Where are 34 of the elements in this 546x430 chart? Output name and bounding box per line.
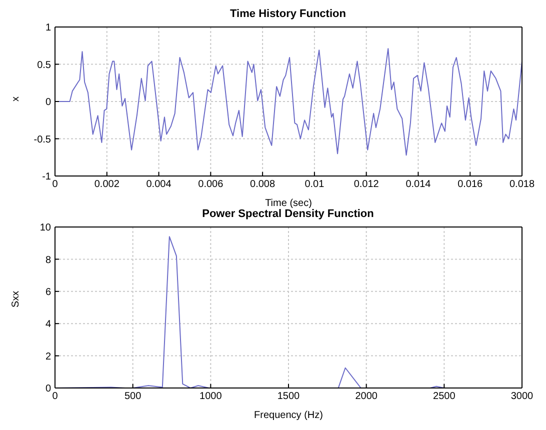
x-tick-label: 0.006	[198, 179, 224, 190]
x-tick-label: 0.004	[146, 179, 172, 190]
x-tick-label: 0.018	[509, 179, 535, 190]
x-axis-title: Frequency (Hz)	[254, 410, 323, 421]
x-tick-label: 0.016	[458, 179, 484, 190]
x-tick-label: 0.012	[354, 179, 380, 190]
x-tick-label: 1500	[277, 391, 300, 402]
x-tick-label: 3000	[510, 391, 534, 402]
y-tick-label: 0	[45, 384, 52, 395]
chart-title: Power Spectral Density Function	[201, 208, 375, 222]
x-tick-label: 0	[52, 391, 58, 402]
x-tick-label: 500	[124, 391, 142, 402]
y-tick-label: 2	[45, 351, 52, 362]
y-tick-label: -0.5	[34, 134, 52, 146]
x-tick-label: 0.002	[94, 179, 120, 190]
chart-title: Time History Function	[229, 8, 347, 22]
x-tick-label: 2000	[355, 391, 378, 402]
x-tick-label: 0.01	[304, 179, 325, 190]
y-axis-title: Sxx	[10, 290, 22, 308]
y-tick-label: 8	[45, 254, 52, 266]
x-axis-title: Time (sec)	[265, 198, 312, 209]
x-tick-label: 1000	[200, 391, 222, 402]
y-tick-label: -1	[42, 172, 52, 183]
y-tick-label: 0.5	[37, 60, 52, 71]
y-tick-label: 0	[45, 97, 52, 108]
y-tick-label: 6	[45, 286, 52, 298]
x-tick-label: 0	[52, 179, 58, 190]
y-tick-label: 1	[45, 22, 52, 34]
x-tick-label: 2500	[433, 391, 456, 402]
x-tick-label: 0.014	[406, 179, 432, 190]
y-tick-label: 10	[40, 222, 52, 234]
x-tick-label: 0.008	[250, 179, 276, 190]
y-tick-label: 4	[45, 319, 52, 330]
y-axis-title: x	[10, 96, 22, 102]
